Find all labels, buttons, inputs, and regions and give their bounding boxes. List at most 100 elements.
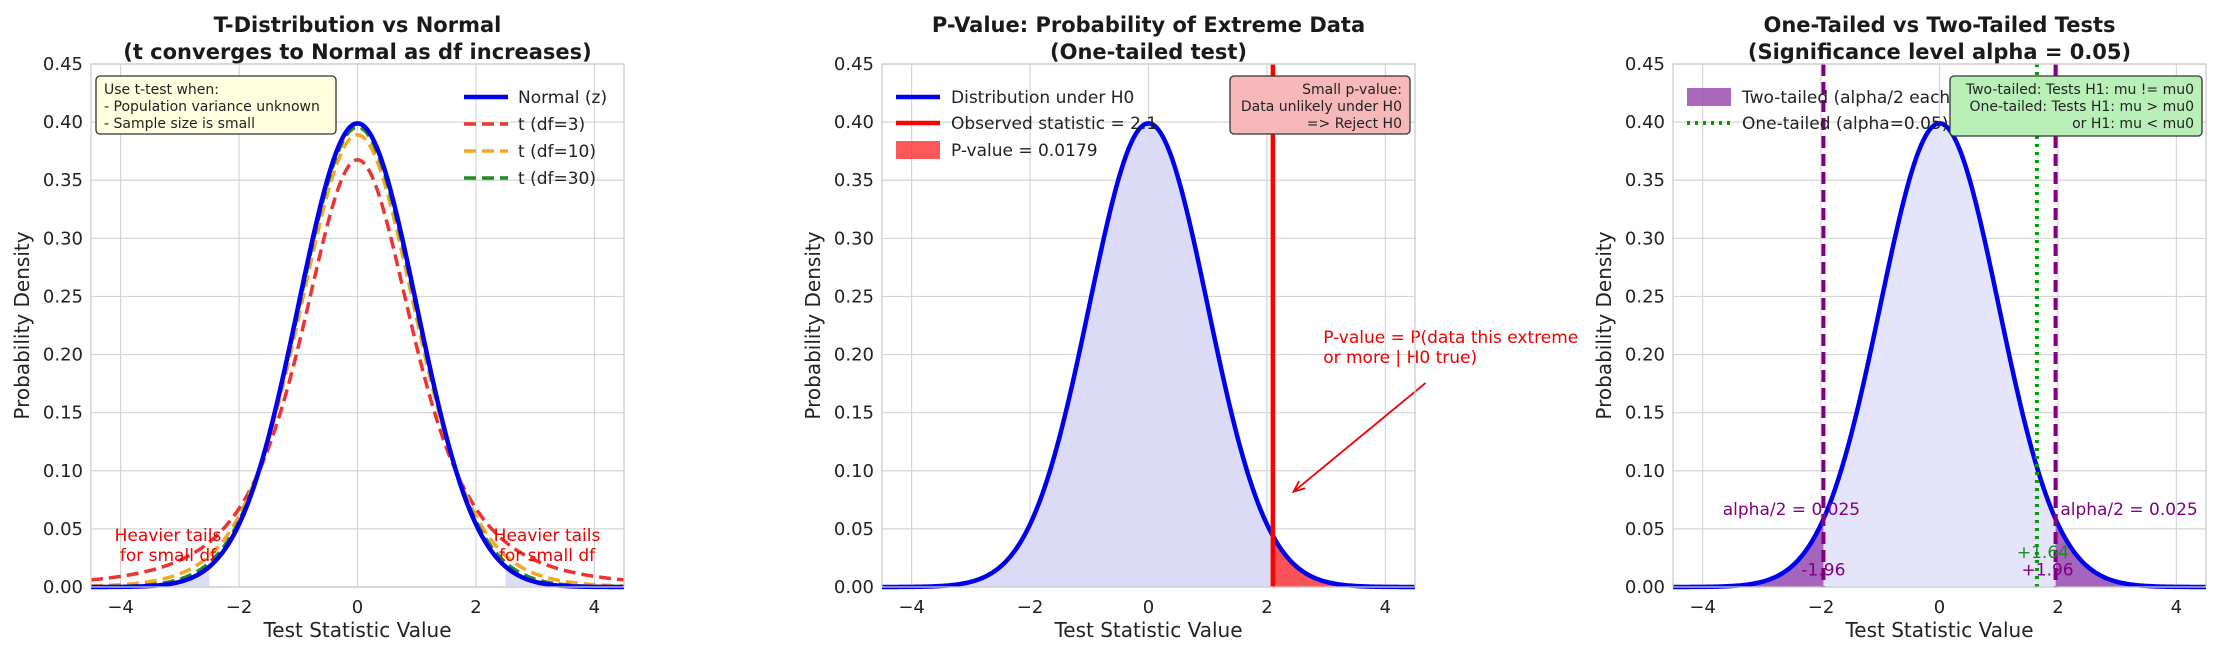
y-tick-label: 0.35 (43, 170, 83, 191)
y-tick-label: 0.25 (834, 286, 874, 307)
chart-title-line2: (t converges to Normal as df increases) (123, 40, 592, 64)
y-tick-label: 0.40 (1625, 112, 1665, 133)
y-tick-label: 0.35 (1625, 170, 1665, 191)
heavier-tails-annotation: for small df (499, 546, 596, 566)
one-tailed-critical-value: +1.64 (2017, 543, 2069, 563)
note-box-line: Data unlikely under H0 (1241, 99, 1402, 115)
y-tick-label: 0.40 (834, 112, 874, 133)
series-line-t-df-10- (90, 133, 625, 588)
heavier-tails-annotation: Heavier tails (494, 526, 601, 546)
distribution-curve (1673, 121, 2206, 590)
y-tick-label: 0.10 (1625, 461, 1665, 482)
note-box-line: - Population variance unknown (104, 99, 320, 115)
alpha-label-right: alpha/2 = 0.025 (2060, 500, 2197, 520)
y-tick-label: 0.05 (1625, 519, 1665, 540)
legend-label: t (df=10) (518, 142, 596, 162)
y-tick-label: 0.30 (43, 228, 83, 249)
chart-title-line2: (Significance level alpha = 0.05) (1748, 40, 2131, 64)
y-tick-label: 0.45 (43, 54, 83, 75)
note-box-background (95, 75, 337, 135)
chart-panel-1: −4 −2 0 2 4 0.00 0.05 0.10 0.15 0.20 0.25 0.30 0.35 0… (10, 13, 625, 642)
note-box-line: Two-tailed: Tests H1: mu != mu0 (1965, 82, 2194, 98)
x-tick-label: 2 (470, 597, 481, 618)
note-box-line: or H1: mu < mu0 (2072, 116, 2194, 132)
x-tick-label: −2 (226, 597, 253, 618)
y-tick-label: 0.30 (1625, 228, 1665, 249)
legend-label: Distribution under H0 (951, 88, 1134, 108)
plot-frame (1672, 63, 2207, 588)
x-tick-label: 0 (1143, 597, 1154, 618)
x-tick-label: −4 (107, 597, 134, 618)
y-tick-label: 0.05 (43, 519, 83, 540)
y-tick-label: 0.00 (1625, 577, 1665, 598)
series-line-t-df-3- (90, 158, 625, 582)
y-tick-label: 0.15 (43, 403, 83, 424)
y-tick-label: 0.20 (834, 345, 874, 366)
y-tick-label: 0.25 (43, 286, 83, 307)
y-tick-label: 0.40 (43, 112, 83, 133)
legend-label: t (df=3) (518, 115, 585, 135)
legend-label: t (df=30) (518, 169, 596, 189)
note-box-line: - Sample size is small (104, 116, 255, 132)
legend: Distribution under H0 Observed statistic … (896, 88, 1157, 161)
plot-area (1673, 64, 2206, 590)
note-box-background (1229, 75, 1411, 135)
legend-label: Two-tailed (alpha/2 each) (1741, 88, 1957, 108)
critical-value-right: +1.96 (2022, 560, 2074, 580)
y-tick-label: 0.00 (43, 577, 83, 598)
y-tick-label: 0.10 (834, 461, 874, 482)
note-box: Two-tailed: Tests H1: mu != mu0One-taile… (1949, 75, 2203, 137)
distribution-curve (882, 121, 1415, 590)
y-axis-label: Probability Density (801, 231, 825, 419)
series-line-t-df-30- (91, 125, 624, 589)
heavier-tails-annotation: Heavier tails (115, 526, 222, 546)
plot-area (882, 64, 1415, 590)
y-tick-label: 0.20 (43, 345, 83, 366)
x-tick-label: −4 (898, 597, 925, 618)
legend: Two-tailed (alpha/2 each) One-tailed (alp… (1687, 88, 1957, 134)
chart-panel-2: −4 −2 0 2 4 0.00 0.05 0.10 0.15 0.20 0.25 0.30 0.35 0… (801, 13, 1578, 642)
y-tick-label: 0.30 (834, 228, 874, 249)
y-axis-label: Probability Density (1592, 231, 1616, 419)
y-tick-label: 0.35 (834, 170, 874, 191)
note-box: Use t-test when:- Population variance un… (95, 75, 337, 135)
note-box: Small p-value:Data unlikely under H0=> R… (1229, 75, 1411, 135)
y-tick-label: 0.15 (834, 403, 874, 424)
note-box-line: Use t-test when: (104, 82, 219, 98)
y-tick-label: 0.15 (1625, 403, 1665, 424)
y-tick-label: 0.25 (1625, 286, 1665, 307)
heavier-tails-annotation: for small df (120, 546, 217, 566)
legend-label: Normal (z) (518, 88, 607, 108)
x-tick-label: 0 (352, 597, 363, 618)
y-tick-label: 0.45 (1625, 54, 1665, 75)
critical-value-left: -1.96 (1801, 560, 1845, 580)
chart-title-line2: (One-tailed test) (1050, 40, 1247, 64)
plot-area (90, 121, 625, 590)
y-tick-label: 0.00 (834, 577, 874, 598)
y-tick-label: 0.45 (834, 54, 874, 75)
legend-label: P-value = 0.0179 (951, 141, 1098, 161)
x-axis-label: Test Statistic Value (1844, 618, 2033, 642)
x-tick-label: −4 (1689, 597, 1716, 618)
x-tick-label: 4 (2171, 597, 2182, 618)
y-axis-label: Probability Density (10, 231, 34, 419)
legend-label: One-tailed (alpha=0.05) (1742, 114, 1948, 134)
p-value-annotation: or more | H0 true) (1323, 348, 1477, 368)
distribution-fill (1673, 123, 2206, 587)
x-tick-label: 4 (589, 597, 600, 618)
y-tick-label: 0.05 (834, 519, 874, 540)
series-line-normal-z- (91, 121, 624, 590)
plot-frame (90, 63, 625, 588)
x-tick-label: −2 (1017, 597, 1044, 618)
legend-swatch (896, 141, 940, 159)
chart-title-line1: P-Value: Probability of Extreme Data (932, 13, 1365, 37)
x-axis-label: Test Statistic Value (1053, 618, 1242, 642)
y-tick-label: 0.10 (43, 461, 83, 482)
legend-label: Observed statistic = 2.1 (951, 114, 1157, 134)
x-tick-label: 2 (2052, 597, 2063, 618)
x-tick-label: 2 (1261, 597, 1272, 618)
legend: Normal (z) t (df=3) t (df=10) t (df=30) (464, 88, 607, 189)
x-tick-label: 4 (1380, 597, 1391, 618)
p-value-area (1272, 535, 1415, 587)
note-box-line: Small p-value: (1302, 82, 1402, 98)
